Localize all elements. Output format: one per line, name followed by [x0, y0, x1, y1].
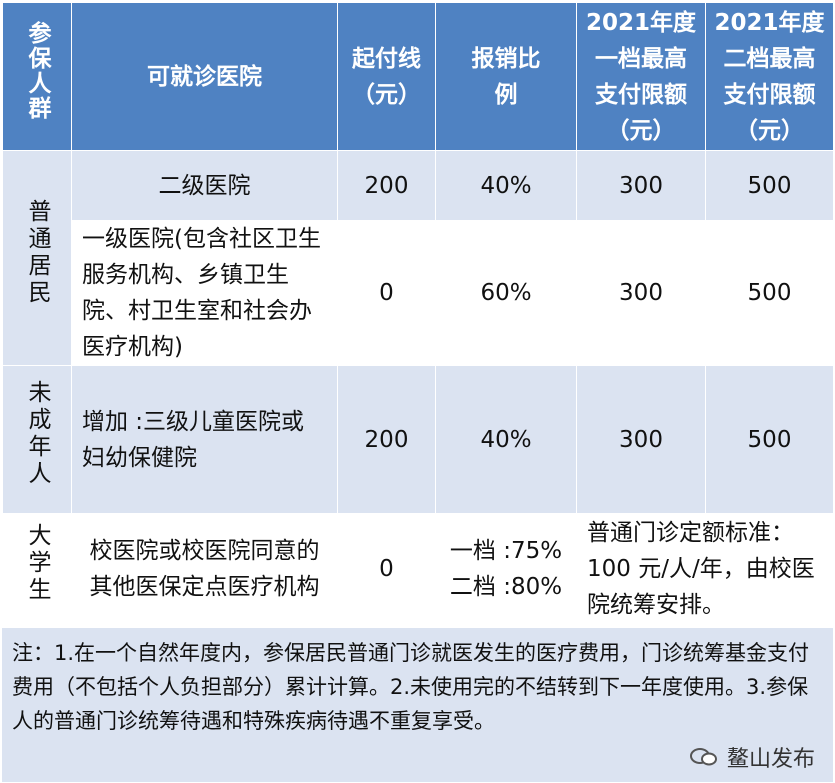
cell-hospital: 一级医院(包含社区卫生服务机构、乡镇卫生院、村卫生室和社会办医疗机构)	[71, 220, 338, 366]
cell-deductible: 0	[337, 220, 436, 366]
table-row: 未成年人 增加 :三级儿童医院或妇幼保健院 200 40% 300 500	[2, 365, 834, 514]
cell-hospital: 校医院或校医院同意的其他医保定点医疗机构	[71, 513, 338, 624]
cell-tier1: 300	[576, 365, 706, 514]
header-group: 参保人群	[2, 2, 72, 151]
footnote: 注：1.在一个自然年度内，参保居民普通门诊就医发生的医疗费用，门诊统筹基金支付费…	[2, 627, 833, 782]
wechat-icon	[689, 748, 717, 766]
cell-ratio: 一档 :75% 二档 :80%	[435, 513, 577, 624]
header-row: 参保人群 可就诊医院 起付线（元） 报销比例 2021年度一档最高支付限额（元）…	[2, 2, 834, 151]
cell-ratio: 40%	[435, 365, 577, 514]
header-deductible: 起付线（元）	[337, 2, 436, 151]
cell-hospital: 二级医院	[71, 150, 338, 221]
table-row: 大学生 校医院或校医院同意的其他医保定点医疗机构 0 一档 :75% 二档 :8…	[2, 513, 834, 624]
watermark-text: 鳌山发布	[726, 747, 815, 772]
cell-deductible: 0	[337, 513, 436, 624]
header-tier1: 2021年度一档最高支付限额（元）	[576, 2, 706, 151]
cell-deductible: 200	[337, 150, 436, 221]
cell-tier1: 300	[576, 150, 706, 221]
group-residents: 普通居民	[2, 150, 72, 366]
ratio-tier2: 二档 :80%	[449, 573, 563, 600]
watermark: 鳌山发布	[689, 741, 815, 773]
ratio-tier1: 一档 :75%	[449, 537, 563, 564]
cell-quota: 普通门诊定额标准：100 元/人/年，由校医院统筹安排。	[576, 513, 834, 624]
cell-tier1: 300	[576, 220, 706, 366]
outpatient-reimbursement-table: 参保人群 可就诊医院 起付线（元） 报销比例 2021年度一档最高支付限额（元）…	[2, 2, 834, 624]
header-hospital: 可就诊医院	[71, 2, 338, 151]
table-row: 一级医院(包含社区卫生服务机构、乡镇卫生院、村卫生室和社会办医疗机构) 0 60…	[2, 220, 834, 366]
cell-deductible: 200	[337, 365, 436, 514]
cell-ratio: 60%	[435, 220, 577, 366]
header-tier2: 2021年度二档最高支付限额（元）	[705, 2, 834, 151]
cell-hospital: 增加 :三级儿童医院或妇幼保健院	[71, 365, 338, 514]
cell-tier2: 500	[705, 365, 834, 514]
group-minors: 未成年人	[2, 365, 72, 514]
cell-tier2: 500	[705, 220, 834, 366]
group-students: 大学生	[2, 513, 72, 624]
table-row: 普通居民 二级医院 200 40% 300 500	[2, 150, 834, 366]
cell-ratio: 40%	[435, 150, 577, 221]
cell-tier2: 500	[705, 150, 834, 221]
header-ratio: 报销比例	[435, 2, 577, 151]
